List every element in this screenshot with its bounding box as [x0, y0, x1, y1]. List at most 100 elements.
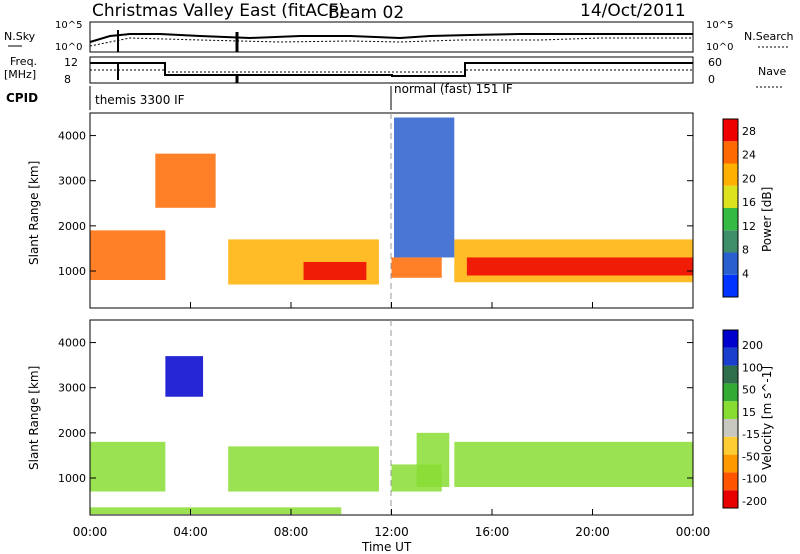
- colorbar-swatch: [723, 490, 738, 508]
- nsearch-label: N.Search: [744, 30, 794, 43]
- ytick-label: 2000: [58, 220, 86, 233]
- velocity-ylabel: Slant Range [km]: [27, 366, 41, 470]
- xlabel: Time UT: [361, 540, 412, 554]
- n-panel-frame: [89, 21, 694, 53]
- xtick-label: 16:00: [475, 525, 510, 539]
- heatmap-region: [303, 261, 367, 281]
- ytick-label: 3000: [58, 382, 86, 395]
- colorbar-swatch: [723, 163, 738, 186]
- power-heatmap: [90, 117, 693, 285]
- velocity-panel: Slant Range [km] 1000 2000 3000 4000 200 100…: [27, 319, 774, 516]
- ytick-label: 1000: [58, 472, 86, 485]
- colorbar-swatch: [723, 208, 738, 231]
- nave-tick-bottom: 0: [708, 73, 715, 86]
- xtick-label: 08:00: [274, 525, 309, 539]
- colorbar-tick-label: 28: [742, 125, 756, 138]
- colorbar-tick-label: 100: [742, 361, 763, 374]
- power-colorbar-label: Power [dB]: [760, 187, 774, 252]
- colorbar-tick-label: 24: [742, 149, 756, 162]
- heatmap-region: [394, 117, 455, 258]
- colorbar-swatch: [723, 419, 738, 437]
- colorbar-swatch: [723, 401, 738, 419]
- power-panel: Slant Range [km] 1000 2000 3000 4000 4 8 12 16…: [27, 112, 774, 309]
- heatmap-region: [165, 356, 204, 397]
- heatmap-region: [466, 257, 693, 276]
- beam-label: Beam 02: [328, 3, 404, 23]
- n-tick-left-top: 10^5: [55, 20, 82, 31]
- freq-panel: Freq. [MHz] 12 8 60 0 Nave: [4, 55, 786, 88]
- ytick-label: 1000: [58, 265, 86, 278]
- velocity-heatmap: [90, 356, 693, 515]
- nave-label: Nave: [758, 65, 786, 78]
- colorbar-tick-label: 16: [742, 196, 756, 209]
- heatmap-region: [90, 441, 166, 492]
- xtick-label: 00:00: [676, 525, 711, 539]
- xtick-label: 20:00: [575, 525, 610, 539]
- colorbar-swatch: [723, 347, 738, 366]
- power-ylabel: Slant Range [km]: [27, 161, 41, 265]
- colorbar-swatch: [723, 330, 738, 348]
- velocity-yticks: 1000 2000 3000 4000: [58, 337, 693, 485]
- date-label: 14/Oct/2011: [580, 1, 686, 21]
- cpid-label: CPID: [6, 91, 38, 105]
- cpid-panel: CPID themis 3300 IF normal (fast) 151 IF: [6, 82, 513, 110]
- nsky-series: [89, 33, 693, 43]
- colorbar-tick-label: 12: [742, 220, 756, 233]
- heatmap-region: [155, 153, 216, 208]
- cpid-segment-2: normal (fast) 151 IF: [394, 82, 513, 96]
- heatmap-region: [90, 230, 166, 281]
- freq-tick-top: 12: [64, 56, 78, 69]
- heatmap-region: [90, 507, 342, 515]
- colorbar-swatch: [723, 454, 738, 473]
- freq-label: Freq.: [10, 55, 37, 68]
- colorbar-swatch: [723, 274, 738, 297]
- nsky-label: N.Sky: [4, 30, 36, 43]
- power-colorbar: [723, 119, 738, 297]
- colorbar-tick-label: 4: [742, 267, 749, 280]
- xtick-label: 00:00: [73, 525, 108, 539]
- colorbar-swatch: [723, 383, 738, 402]
- velocity-colorbar-label: Velocity [m s^-1]: [760, 366, 774, 470]
- power-colorbar-frame: [722, 118, 739, 298]
- n-tick-left-bottom: 10^0: [55, 42, 82, 53]
- n-tick-right-top: 10^5: [706, 20, 733, 31]
- colorbar-swatch: [723, 252, 738, 275]
- xtick-label: 12:00: [374, 525, 409, 539]
- colorbar-tick-label: 200: [742, 339, 763, 352]
- colorbar-tick-label: -15: [742, 428, 760, 441]
- colorbar-swatch: [723, 230, 738, 253]
- n-panel: N.Sky 10^5 10^0 10^5 10^0 N.Search: [4, 20, 794, 53]
- power-yticks: 1000 2000 3000 4000: [58, 130, 693, 278]
- colorbar-swatch: [723, 365, 738, 384]
- nave-series: [90, 69, 693, 73]
- xtick-label: 04:00: [173, 525, 208, 539]
- colorbar-tick-label: -200: [742, 495, 767, 508]
- colorbar-swatch: [723, 185, 738, 208]
- ytick-label: 3000: [58, 175, 86, 188]
- velocity-colorbar-frame: [722, 329, 739, 509]
- colorbar-swatch: [723, 472, 738, 491]
- heatmap-region: [391, 257, 442, 278]
- ytick-label: 4000: [58, 337, 86, 350]
- nsearch-series: [89, 37, 693, 47]
- velocity-colorbar-ticks: 200 100 50 15 -15 -50 -100 -200: [742, 339, 767, 508]
- ytick-label: 4000: [58, 130, 86, 143]
- freq-tick-bottom: 8: [64, 73, 71, 86]
- colorbar-tick-label: -100: [742, 473, 767, 486]
- velocity-colorbar: [723, 330, 738, 508]
- chart-title: Christmas Valley East (fitACF): [92, 1, 345, 21]
- heatmap-region: [416, 432, 450, 488]
- time-axis: 00:00 04:00 08:00 12:00 16:00 20:00 00:00: [73, 302, 711, 539]
- heatmap-region: [228, 446, 379, 492]
- colorbar-tick-label: 8: [742, 244, 749, 257]
- nave-tick-top: 60: [708, 56, 722, 69]
- freq-unit: [MHz]: [4, 68, 36, 81]
- ytick-label: 2000: [58, 427, 86, 440]
- freq-series: [90, 62, 693, 77]
- colorbar-tick-label: -50: [742, 450, 760, 463]
- colorbar-swatch: [723, 436, 738, 455]
- colorbar-tick-label: 15: [742, 406, 756, 419]
- n-tick-right-bottom: 10^0: [706, 42, 733, 53]
- colorbar-tick-label: 50: [742, 384, 756, 397]
